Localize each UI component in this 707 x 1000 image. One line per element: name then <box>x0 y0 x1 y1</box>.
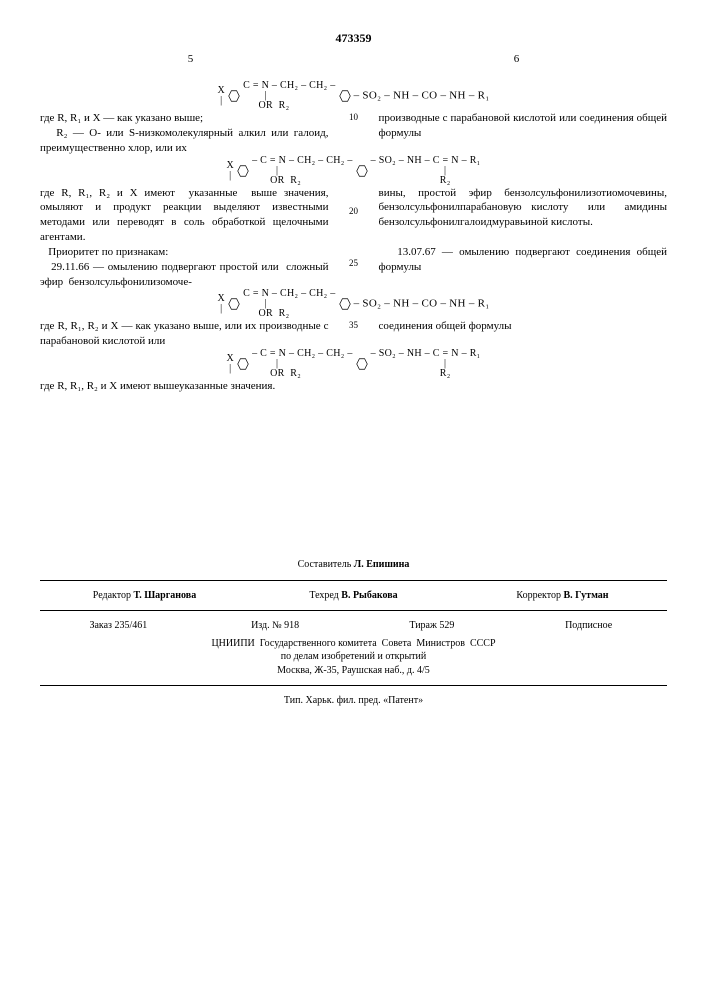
benzene-ring-icon <box>353 164 371 178</box>
formula-or: OR <box>270 175 285 186</box>
text: соединения общей формулы <box>379 320 512 332</box>
document-number: 473359 <box>40 30 667 46</box>
corrector-label: Корректор <box>516 590 561 601</box>
benzene-ring-icon <box>353 357 371 371</box>
divider <box>40 610 667 611</box>
chemical-formula-3: X|C = N – CH₂ – CH₂ –| OR R₂ – SO₂ – NH … <box>40 289 667 319</box>
benzene-ring-icon <box>336 297 354 311</box>
printer-line: Тип. Харьк. фил. пред. «Патент» <box>40 694 667 708</box>
formula-tail: – SO₂ – NH – CO – NH – R₁ <box>354 90 490 102</box>
benzene-ring-icon <box>234 164 252 178</box>
benzene-ring-icon <box>336 89 354 103</box>
text-block-3: где R, R₁, R₂ и X — как указано выше, ил… <box>40 319 667 349</box>
techred-label: Техред <box>309 590 338 601</box>
subscription: Подписное <box>510 619 667 633</box>
line-number: 20 <box>347 205 361 217</box>
spacer <box>40 394 667 554</box>
chemical-formula-4: X|– C = N – CH₂ – CH₂ –| OR R₂ – SO₂ – N… <box>40 349 667 379</box>
right-column: соединения общей формулы <box>379 319 668 349</box>
left-column: где R, R₁ и X — как указано выше; R₂ — O… <box>40 111 329 156</box>
order-number: Заказ 235/461 <box>40 619 197 633</box>
text: где R, R₁, R₂ и X имеют вышеуказанные зн… <box>40 380 275 392</box>
chemical-formula-2: X|– C = N – CH₂ – CH₂ –| OR R₂ – SO₂ – N… <box>40 156 667 186</box>
composer-name: Л. Епишина <box>354 559 410 570</box>
composer-label: Составитель <box>298 559 352 570</box>
formula-r2: R₂ <box>279 308 290 319</box>
text-block-2: где R, R₁, R₂ и X имеют указанные выше з… <box>40 186 667 290</box>
text: вины, простой эфир бензолсульфонилизотио… <box>379 187 673 273</box>
credits-row: Редактор Т. Шарганова Техред В. Рыбакова… <box>40 589 667 603</box>
meta-row: Заказ 235/461 Изд. № 918 Тираж 529 Подпи… <box>40 619 667 633</box>
text: где R, R₁ и X — как указано выше; R₂ — O… <box>40 112 331 154</box>
formula-r2b: R₂ <box>440 175 451 186</box>
text-block-1: где R, R₁ и X — как указано выше; R₂ — O… <box>40 111 667 156</box>
page-left: 5 <box>40 52 341 67</box>
line-number: 35 <box>349 320 358 330</box>
benzene-ring-icon <box>225 89 243 103</box>
editor-label: Редактор <box>93 590 131 601</box>
page-numbers: 5 6 <box>40 52 667 67</box>
corrector-name: В. Гутман <box>564 590 609 601</box>
print-run: Тираж 529 <box>354 619 511 633</box>
left-column: где R, R₁, R₂ и X имеют указанные выше з… <box>40 186 329 290</box>
techred-name: В. Рыбакова <box>341 590 397 601</box>
benzene-ring-icon <box>225 297 243 311</box>
composer-line: Составитель Л. Епишина <box>40 558 667 572</box>
formula-tail: – SO₂ – NH – CO – NH – R₁ <box>354 298 490 310</box>
line-number: 10 <box>349 112 358 122</box>
text-block-4: где R, R₁, R₂ и X имеют вышеуказанные зн… <box>40 379 667 394</box>
formula-r2: R₂ <box>290 175 301 186</box>
left-column: где R, R₁, R₂ и X — как указано выше, ил… <box>40 319 329 349</box>
organization: ЦНИИПИ Государственного комитета Совета … <box>40 637 667 678</box>
right-column <box>363 379 668 394</box>
formula-or: OR <box>258 308 273 319</box>
divider <box>40 580 667 581</box>
formula-or: OR <box>270 368 285 379</box>
formula-r2: R₂ <box>279 100 290 111</box>
text: производные с парабановой кислотой или с… <box>379 112 668 139</box>
page-right: 6 <box>366 52 667 67</box>
line-number: 25 <box>347 257 361 269</box>
left-column: где R, R₁, R₂ и X имеют вышеуказанные зн… <box>40 379 345 394</box>
text: где R, R₁, R₂ и X имеют указанные выше з… <box>40 187 334 288</box>
formula-r2b: R₂ <box>440 368 451 379</box>
right-column: производные с парабановой кислотой или с… <box>379 111 668 156</box>
text: где R, R₁, R₂ и X — как указано выше, ил… <box>40 320 329 347</box>
formula-or: OR <box>258 100 273 111</box>
edition-number: Изд. № 918 <box>197 619 354 633</box>
right-column: вины, простой эфир бензолсульфонилизотио… <box>379 186 668 290</box>
formula-r2: R₂ <box>290 368 301 379</box>
divider <box>40 685 667 686</box>
editor-name: Т. Шарганова <box>134 590 197 601</box>
chemical-formula-1: X|C = N – CH₂ – CH₂ –| OR R₂ – SO₂ – NH … <box>40 81 667 111</box>
benzene-ring-icon <box>234 357 252 371</box>
